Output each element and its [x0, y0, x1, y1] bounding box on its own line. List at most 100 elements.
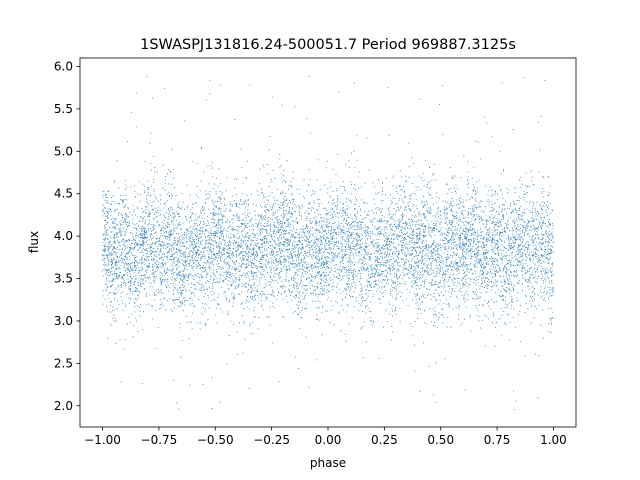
scatter-point	[330, 235, 332, 237]
scatter-point	[525, 256, 527, 258]
scatter-point	[298, 209, 300, 211]
scatter-point	[363, 232, 365, 234]
scatter-point	[521, 290, 523, 292]
scatter-point	[219, 258, 222, 260]
scatter-point	[128, 297, 130, 299]
scatter-point	[527, 185, 529, 187]
scatter-point	[503, 311, 505, 313]
scatter-point	[247, 262, 249, 264]
scatter-point	[528, 279, 531, 281]
scatter-point	[134, 254, 136, 256]
scatter-point	[133, 275, 135, 277]
scatter-point	[156, 245, 158, 247]
scatter-point	[406, 268, 408, 270]
scatter-point	[513, 243, 515, 245]
scatter-point	[474, 203, 476, 206]
scatter-point	[249, 236, 251, 238]
scatter-point	[306, 268, 308, 270]
scatter-point	[258, 280, 260, 282]
scatter-point	[112, 291, 114, 293]
scatter-point	[205, 246, 207, 248]
scatter-point	[385, 241, 387, 243]
scatter-point	[210, 238, 213, 240]
scatter-point	[308, 75, 310, 78]
scatter-point	[486, 252, 488, 254]
scatter-point	[154, 273, 156, 276]
scatter-point	[372, 232, 374, 234]
scatter-point	[506, 207, 509, 209]
scatter-point	[498, 267, 500, 269]
scatter-point	[481, 285, 483, 287]
scatter-point	[155, 256, 157, 258]
scatter-point	[417, 223, 419, 225]
scatter-point	[443, 279, 445, 282]
scatter-point	[511, 246, 513, 248]
scatter-point	[389, 231, 391, 233]
scatter-point	[342, 238, 344, 240]
scatter-point	[279, 276, 282, 278]
scatter-point	[344, 287, 346, 289]
scatter-point	[477, 187, 479, 189]
scatter-point	[149, 249, 152, 251]
scatter-point	[398, 251, 400, 253]
scatter-point	[387, 321, 389, 323]
scatter-point	[238, 263, 240, 265]
scatter-point	[431, 281, 433, 283]
scatter-point	[552, 286, 554, 288]
scatter-point	[481, 279, 483, 281]
scatter-point	[471, 229, 473, 232]
scatter-point	[442, 269, 444, 271]
scatter-point	[468, 238, 470, 240]
scatter-point	[283, 169, 285, 171]
scatter-point	[125, 253, 127, 255]
scatter-point	[477, 255, 479, 257]
scatter-point	[105, 290, 108, 292]
scatter-point	[128, 221, 130, 223]
scatter-point	[221, 311, 223, 313]
scatter-point	[334, 221, 336, 223]
scatter-point	[363, 321, 365, 324]
scatter-point	[541, 237, 544, 239]
scatter-point	[236, 246, 238, 248]
scatter-point	[425, 260, 427, 262]
scatter-point	[302, 229, 304, 231]
scatter-point	[355, 215, 357, 217]
scatter-point	[451, 228, 453, 230]
scatter-point	[274, 307, 276, 309]
scatter-point	[455, 244, 457, 246]
scatter-point	[477, 245, 479, 247]
scatter-point	[448, 291, 450, 293]
scatter-point	[109, 272, 111, 274]
scatter-point	[458, 266, 460, 268]
scatter-point	[330, 242, 332, 245]
scatter-point	[496, 249, 499, 251]
scatter-point	[196, 232, 198, 234]
scatter-point	[402, 247, 404, 249]
scatter-point	[479, 259, 481, 261]
scatter-point	[238, 248, 240, 250]
scatter-point	[291, 257, 294, 259]
scatter-point	[338, 248, 340, 250]
scatter-point	[433, 230, 436, 232]
scatter-point	[456, 212, 458, 214]
scatter-point	[408, 276, 410, 278]
scatter-point	[323, 289, 325, 291]
scatter-point	[192, 244, 194, 246]
scatter-point	[402, 252, 404, 254]
scatter-point	[198, 264, 201, 266]
scatter-point	[196, 186, 198, 188]
scatter-point	[513, 242, 515, 244]
scatter-point	[294, 281, 296, 283]
scatter-point	[315, 252, 317, 254]
scatter-point	[325, 232, 327, 235]
scatter-point	[203, 209, 205, 212]
scatter-point	[320, 258, 322, 260]
scatter-point	[466, 258, 468, 260]
scatter-point	[370, 241, 372, 243]
scatter-point	[228, 256, 230, 258]
scatter-point	[167, 284, 169, 286]
scatter-point	[175, 237, 177, 239]
scatter-point	[366, 298, 368, 300]
scatter-point	[230, 320, 232, 322]
scatter-point	[295, 295, 298, 297]
